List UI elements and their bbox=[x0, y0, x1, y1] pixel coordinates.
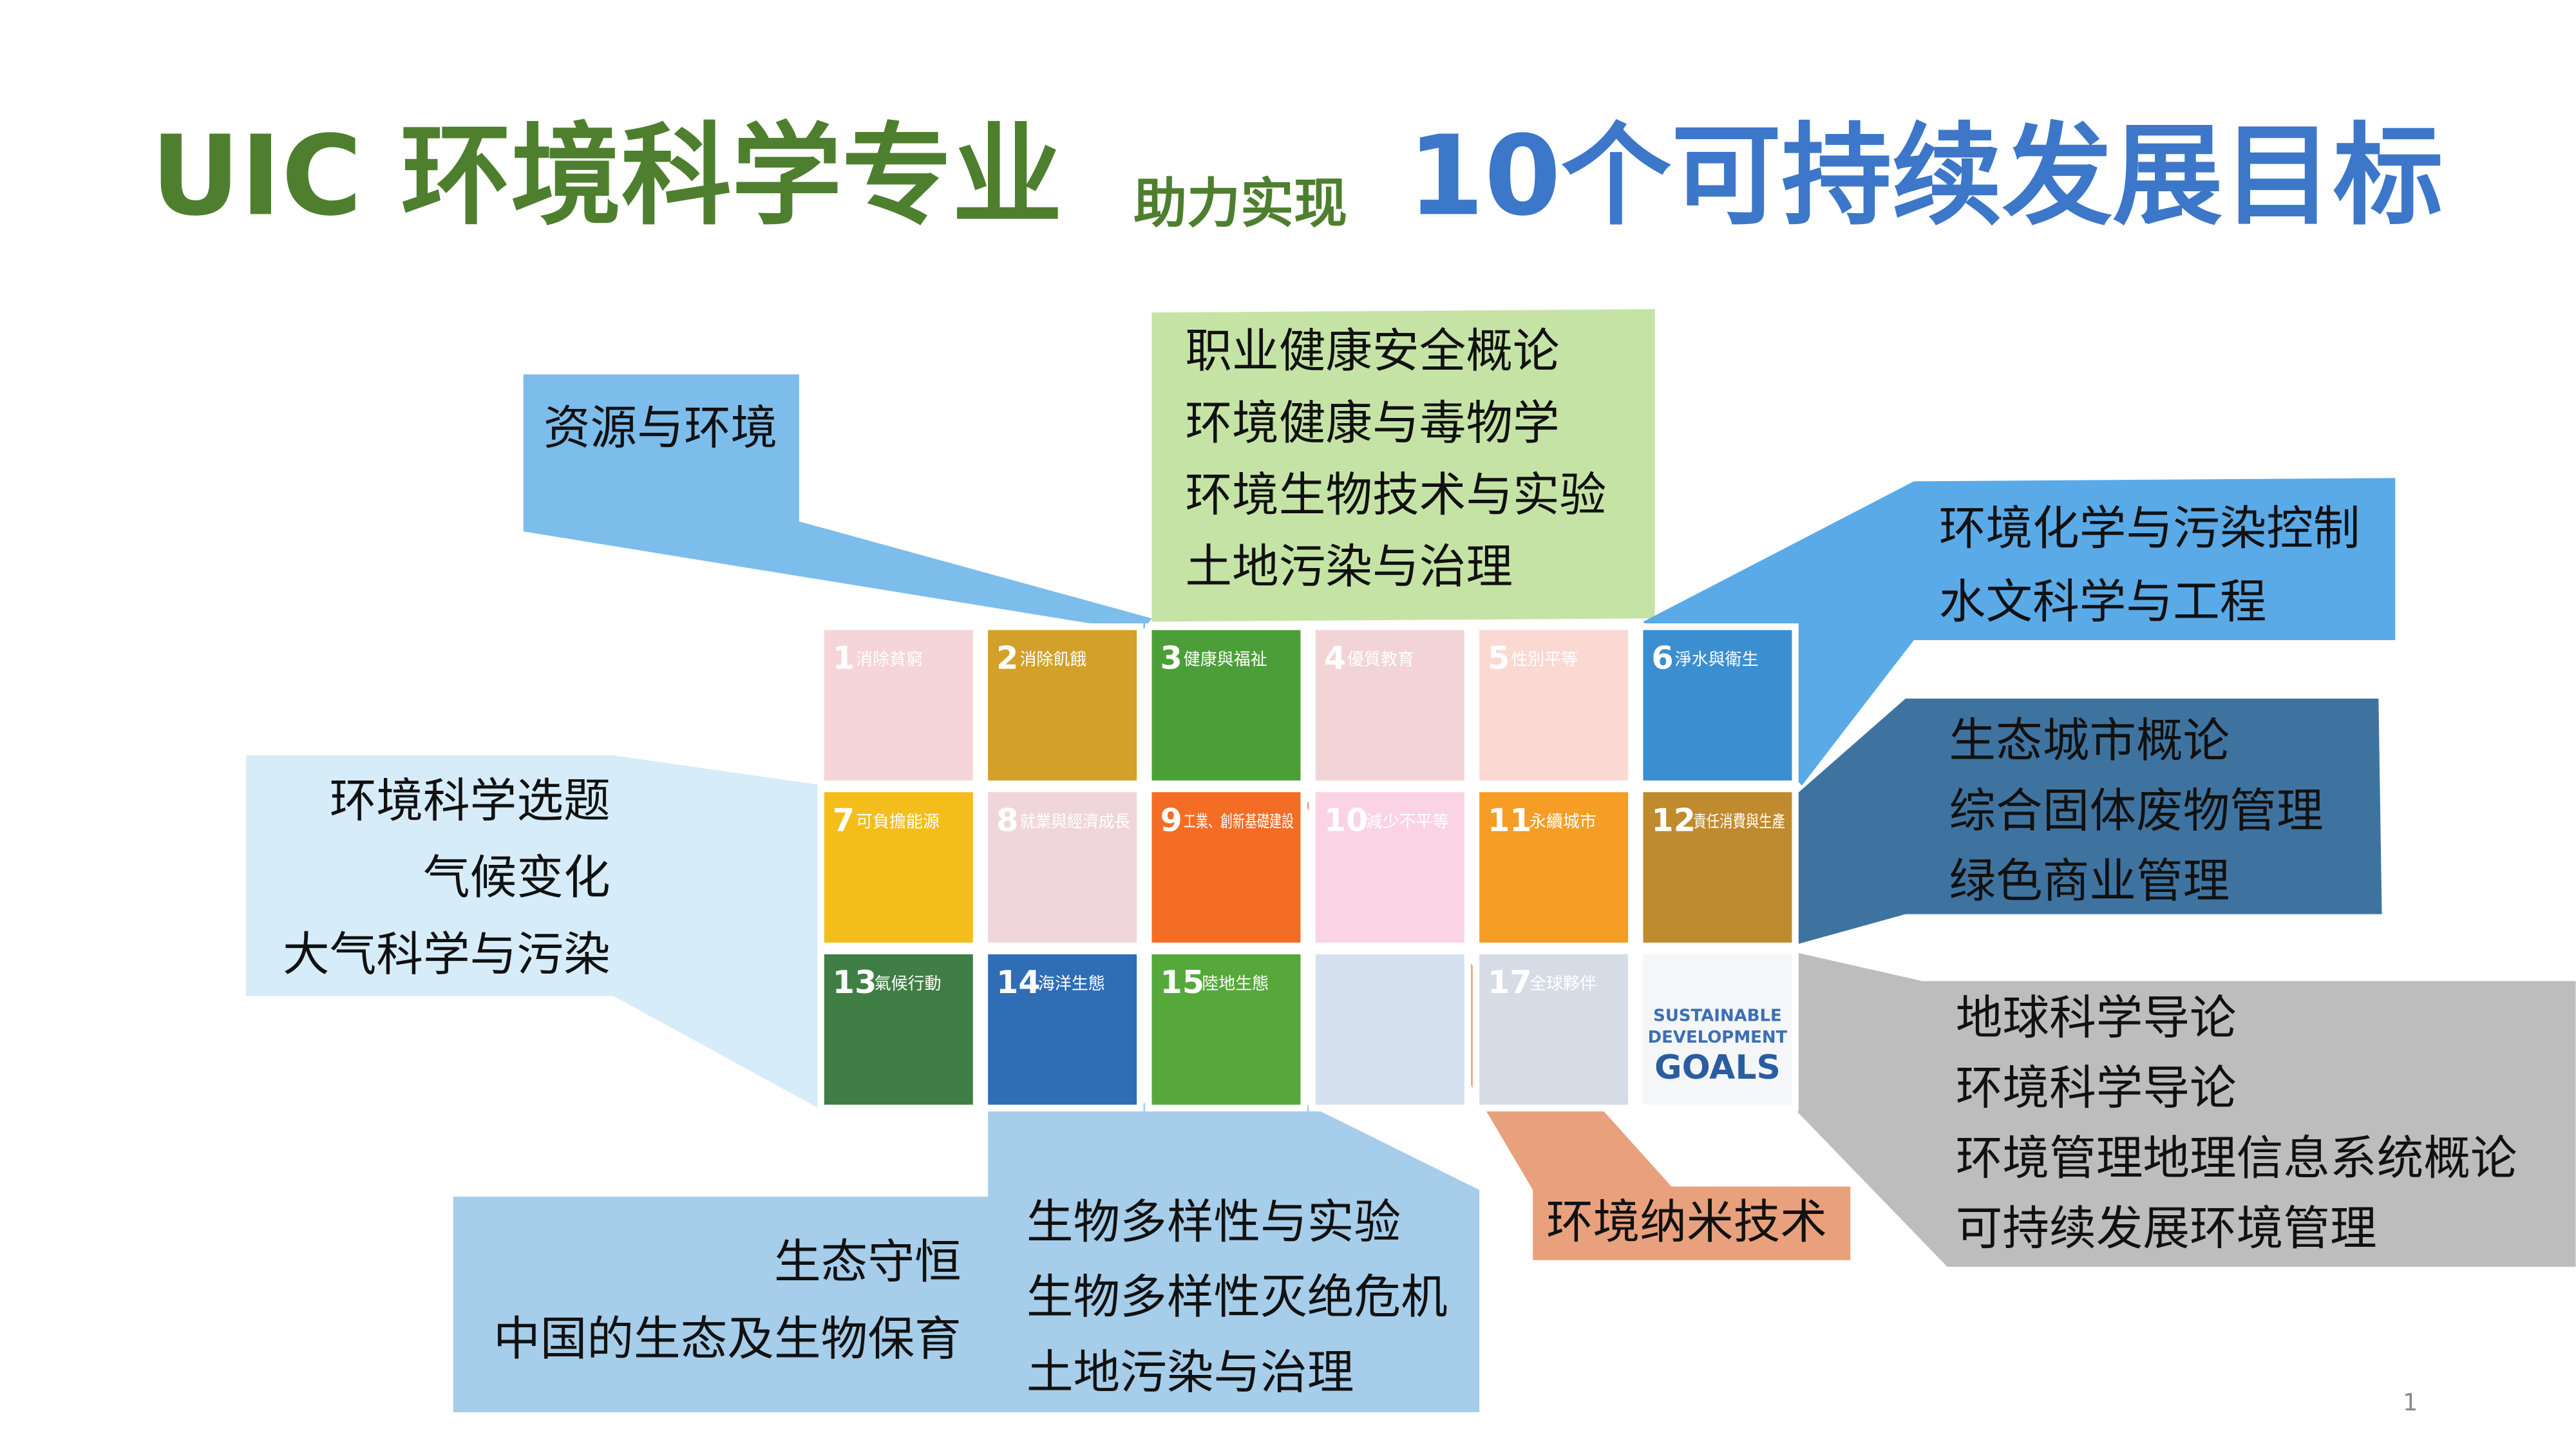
tile-label: 消除貧窮 bbox=[856, 650, 923, 670]
tile-number: 17 bbox=[1488, 963, 1532, 1001]
page-number: 1 bbox=[2403, 1388, 2418, 1416]
callout-line: 环境纳米技术 bbox=[1546, 1195, 1827, 1249]
title-part2: 助力实现 bbox=[1133, 173, 1347, 235]
tile-number: 7 bbox=[833, 801, 855, 838]
tile-number: 13 bbox=[833, 963, 877, 1001]
callout-texts: 资源与环境职业健康安全概论环境健康与毒物学环境生物技术与实验土地污染与治理环境化… bbox=[283, 325, 2517, 1400]
tile-label: 優質教育 bbox=[1347, 650, 1414, 670]
tile-number: 3 bbox=[1160, 639, 1182, 677]
callout-line: 水文科学与工程 bbox=[1939, 575, 2267, 629]
callout-shape bbox=[1797, 698, 2382, 945]
callout-shape bbox=[453, 1103, 1480, 1412]
tile-label: 海洋生態 bbox=[1038, 974, 1105, 994]
callout-shape bbox=[245, 755, 824, 1112]
tile-number: 9 bbox=[1160, 801, 1182, 838]
callout-line: 资源与环境 bbox=[544, 402, 777, 456]
sdg-grid: 1 消除貧窮 2 消除飢餓 3 健康與福祉 4 優質教育 5 性別平等 6 淨水與衛生 7 可負擔能源 8 就… bbox=[817, 623, 1799, 1112]
callout-line: 生态城市概论 bbox=[1949, 714, 2230, 768]
tile-label: 減少不平等 bbox=[1366, 812, 1450, 831]
callout-line: 可持续发展环境管理 bbox=[1956, 1202, 2377, 1256]
callout-shapes bbox=[245, 309, 2576, 1412]
tile-label: 健康與福祉 bbox=[1184, 650, 1267, 670]
callout-line: 职业健康安全概论 bbox=[1185, 325, 1559, 379]
sdg-tile bbox=[1315, 954, 1464, 1105]
sdg-tile bbox=[1151, 630, 1301, 781]
callout-shape bbox=[1151, 309, 1655, 622]
tile-label: 淨水與衛生 bbox=[1675, 650, 1759, 670]
tile-number: 4 bbox=[1324, 639, 1346, 677]
callout-shape bbox=[523, 374, 1152, 632]
sdg-tile bbox=[1479, 792, 1629, 943]
sdg-tile bbox=[1643, 792, 1792, 943]
tile-number: 11 bbox=[1488, 801, 1532, 838]
sdg-tile bbox=[1643, 630, 1792, 781]
goals-logo-text: DEVELOPMENT bbox=[1648, 1028, 1788, 1047]
tile-number: 12 bbox=[1651, 801, 1696, 838]
tile-label: 全球夥伴 bbox=[1530, 974, 1596, 994]
callout-line: 环境科学选题 bbox=[330, 774, 611, 828]
tile-number: 5 bbox=[1488, 639, 1510, 677]
title-part3: 10个可持续发展目标 bbox=[1408, 112, 2443, 240]
sdg-tile bbox=[988, 954, 1137, 1105]
sdg-tile bbox=[1315, 792, 1464, 943]
sdg-tile bbox=[988, 792, 1137, 943]
callout-line: 环境科学导论 bbox=[1956, 1062, 2237, 1116]
callout-line: 环境管理地理信息系统概论 bbox=[1956, 1132, 2517, 1186]
goals-logo-text: SUSTAINABLE bbox=[1653, 1006, 1782, 1025]
callout-line: 生态守恒 bbox=[774, 1236, 961, 1290]
tile-label: 陸地生態 bbox=[1202, 974, 1269, 994]
callout-line: 大气科学与污染 bbox=[283, 928, 611, 982]
tile-label: 就業與經濟成長 bbox=[1019, 812, 1130, 831]
callout-line: 生物多样性灭绝危机 bbox=[1027, 1271, 1448, 1325]
callout-line: 中国的生态及生物保育 bbox=[493, 1312, 961, 1367]
callout-line: 土地污染与治理 bbox=[1185, 540, 1513, 594]
callout-shape bbox=[1797, 952, 2576, 1267]
tile-label: 可負擔能源 bbox=[856, 812, 940, 831]
title-part1: UIC 环境科学专业 bbox=[151, 112, 1063, 240]
sdg-tile bbox=[1479, 630, 1629, 781]
callout-shape bbox=[1643, 478, 2396, 786]
tile-label: 性別平等 bbox=[1511, 650, 1578, 670]
tile-number: 1 bbox=[833, 639, 855, 677]
sdg-tile bbox=[824, 792, 973, 943]
tile-number: 10 bbox=[1324, 801, 1368, 838]
tile-label: 工業、創新基礎建設 bbox=[1184, 812, 1294, 831]
sdg-tile bbox=[1315, 630, 1464, 781]
tile-label: 消除飢餓 bbox=[1019, 650, 1086, 670]
sdg-tile bbox=[1151, 792, 1301, 943]
callout-line: 土地污染与治理 bbox=[1027, 1346, 1354, 1400]
goals-logo-text: GOALS bbox=[1654, 1048, 1781, 1087]
callout-line: 地球科学导论 bbox=[1956, 992, 2237, 1046]
sdg-tile bbox=[1643, 954, 1792, 1105]
sdg-tile bbox=[824, 630, 973, 781]
sdg-tile bbox=[988, 630, 1137, 781]
tile-number: 15 bbox=[1160, 963, 1204, 1001]
callout-line: 环境健康与毒物学 bbox=[1185, 397, 1559, 451]
callout-line: 生物多样性与实验 bbox=[1027, 1195, 1401, 1249]
sdg-tile bbox=[1479, 954, 1629, 1105]
tile-label: 永續城市 bbox=[1530, 812, 1596, 831]
sdg-tile bbox=[824, 954, 973, 1105]
tile-number: 6 bbox=[1651, 639, 1673, 677]
callout-line: 环境生物技术与实验 bbox=[1185, 468, 1606, 522]
callout-line: 综合固体废物管理 bbox=[1949, 784, 2323, 838]
tile-number: 2 bbox=[996, 639, 1018, 677]
callout-line: 环境化学与污染控制 bbox=[1939, 502, 2360, 556]
tile-label: 責任消費與生產 bbox=[1693, 812, 1785, 831]
callout-line: 绿色商业管理 bbox=[1949, 855, 2230, 909]
tile-number: 8 bbox=[996, 801, 1018, 838]
tile-label: 氣候行動 bbox=[875, 974, 942, 994]
sdg-tile bbox=[1151, 954, 1301, 1105]
callout-line: 气候变化 bbox=[423, 851, 611, 905]
tile-number: 14 bbox=[996, 963, 1041, 1001]
